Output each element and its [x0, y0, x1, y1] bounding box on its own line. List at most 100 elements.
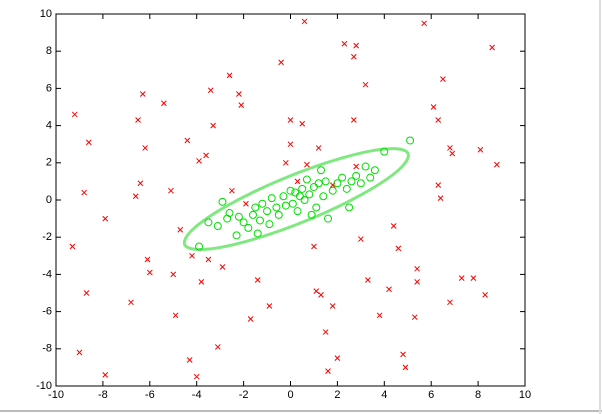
y-tick-label: -2 — [42, 231, 52, 243]
point — [229, 187, 235, 194]
point — [380, 147, 389, 156]
point — [198, 278, 205, 285]
point — [458, 275, 465, 281]
point — [395, 245, 402, 252]
point — [430, 104, 437, 110]
y-tick-label: -10 — [36, 380, 52, 392]
point — [232, 231, 241, 240]
point — [83, 290, 90, 296]
point — [353, 163, 360, 170]
point — [186, 357, 193, 363]
point — [350, 53, 357, 60]
point — [286, 186, 295, 195]
point — [244, 223, 253, 232]
ellipse — [182, 147, 410, 252]
point — [251, 203, 260, 212]
x-tick-label: 10 — [519, 389, 531, 401]
point — [172, 312, 179, 319]
y-tick-label: 8 — [46, 45, 52, 57]
point — [204, 218, 213, 227]
point — [195, 242, 204, 251]
point — [142, 145, 148, 151]
point — [440, 76, 446, 82]
point — [213, 222, 222, 231]
point — [135, 117, 141, 123]
point — [132, 193, 139, 200]
point — [302, 175, 311, 184]
point — [482, 292, 488, 298]
point — [313, 288, 320, 294]
point — [234, 212, 243, 221]
point — [421, 20, 428, 27]
point — [85, 139, 92, 146]
point — [266, 303, 273, 309]
point — [390, 223, 397, 229]
point — [256, 216, 265, 225]
point — [282, 159, 289, 166]
point — [288, 199, 297, 208]
point — [254, 277, 261, 283]
point — [236, 91, 242, 97]
y-tick-label: -4 — [42, 268, 52, 280]
point — [69, 243, 76, 250]
point — [435, 182, 442, 188]
y-tick-label: -6 — [42, 306, 52, 318]
y-tick-label: 4 — [46, 120, 52, 132]
x-tick-label: -6 — [145, 389, 155, 401]
point — [324, 214, 333, 223]
point — [318, 292, 324, 298]
point — [329, 303, 336, 309]
point — [294, 178, 301, 185]
point — [477, 146, 484, 153]
point — [312, 203, 321, 212]
point — [239, 218, 248, 227]
point — [207, 87, 214, 94]
point — [489, 44, 496, 51]
point — [414, 278, 420, 285]
point — [146, 269, 153, 276]
point — [267, 194, 276, 203]
point — [139, 91, 146, 97]
point — [226, 72, 233, 79]
point — [341, 40, 348, 47]
point — [287, 117, 294, 123]
point — [76, 349, 83, 356]
point — [319, 192, 328, 201]
y-tick-label: 0 — [46, 194, 52, 206]
x-tick-label: -4 — [192, 389, 202, 401]
point — [352, 171, 361, 180]
point — [494, 161, 500, 168]
x-tick-label: -2 — [239, 389, 249, 401]
point — [370, 166, 379, 175]
point — [272, 203, 281, 212]
point — [411, 314, 418, 321]
point — [376, 312, 383, 319]
point — [218, 197, 227, 206]
point — [301, 18, 308, 25]
point — [205, 256, 212, 263]
plot-frame — [55, 13, 526, 387]
point — [470, 275, 477, 281]
point — [414, 265, 420, 272]
point — [447, 145, 453, 151]
point — [361, 162, 370, 171]
point — [196, 158, 202, 164]
point — [219, 264, 226, 270]
point — [274, 210, 283, 219]
point — [287, 141, 294, 148]
point — [305, 190, 314, 199]
point — [263, 207, 272, 216]
point — [334, 355, 341, 361]
point — [278, 59, 284, 66]
point — [437, 195, 444, 201]
x-tick-label: 2 — [334, 389, 340, 401]
y-tick-label: 10 — [40, 8, 52, 20]
point — [81, 189, 87, 196]
point — [102, 371, 109, 378]
point — [315, 145, 322, 151]
y-tick-label: 6 — [46, 82, 52, 94]
point — [342, 184, 351, 193]
point — [238, 102, 245, 108]
